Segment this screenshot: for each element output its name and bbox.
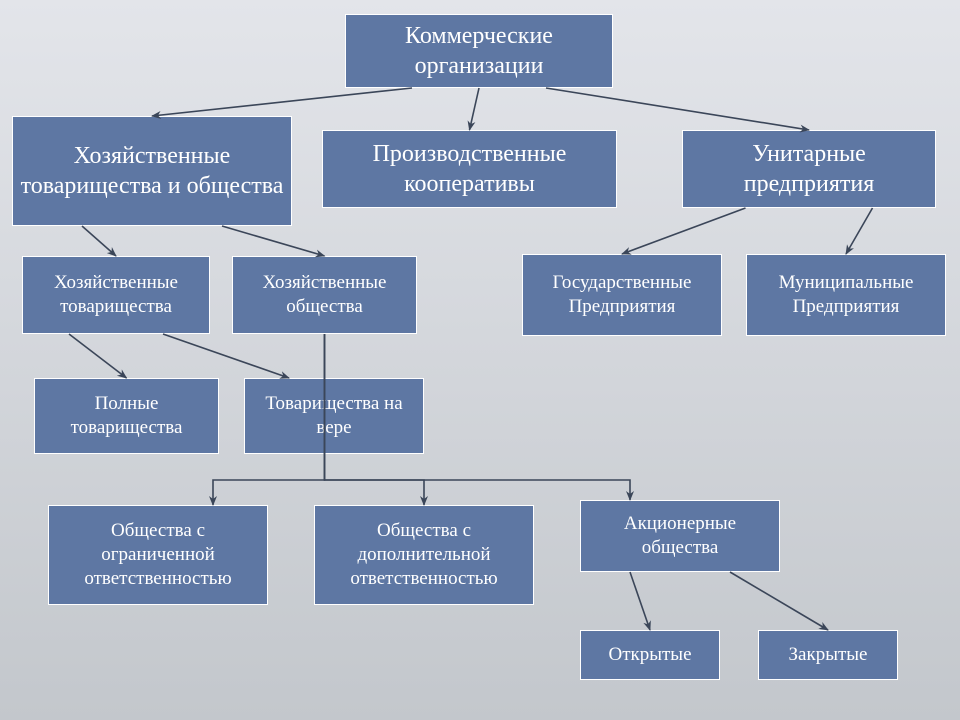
node-root: Коммерческие организации: [345, 14, 613, 88]
diagram-canvas: Коммерческие организации Хозяйственные то…: [0, 0, 960, 720]
node-n122: Общества с дополнительной ответственност…: [314, 505, 534, 605]
node-n3: Унитарные предприятия: [682, 130, 936, 208]
node-n31: Государственные Предприятия: [522, 254, 722, 336]
node-n121: Общества с ограниченной ответственностью: [48, 505, 268, 605]
node-n111: Полные товарищества: [34, 378, 219, 454]
node-n1232: Закрытые: [758, 630, 898, 680]
node-n123: Акционерные общества: [580, 500, 780, 572]
node-n1: Хозяйственные товарищества и общества: [12, 116, 292, 226]
node-n32: Муниципальные Предприятия: [746, 254, 946, 336]
node-n112: Товарищества на вере: [244, 378, 424, 454]
node-n2: Производственные кооперативы: [322, 130, 617, 208]
node-n1231: Открытые: [580, 630, 720, 680]
node-n12: Хозяйственные общества: [232, 256, 417, 334]
node-n11: Хозяйственные товарищества: [22, 256, 210, 334]
